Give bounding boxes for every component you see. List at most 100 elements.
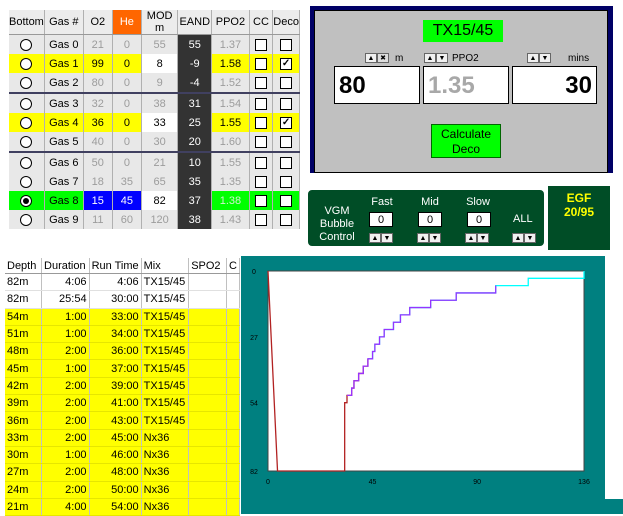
time-up-button[interactable]: ▲: [527, 53, 539, 63]
gas-o2[interactable]: 36: [83, 113, 112, 132]
cc-checkbox-cell[interactable]: [249, 93, 273, 113]
cc-checkbox-cell[interactable]: [249, 54, 273, 73]
gas-row[interactable]: Gas 4 36 0 33 25 1.55 ✓: [9, 113, 300, 132]
deco-checkbox-cell[interactable]: [273, 172, 300, 191]
gas-he[interactable]: 0: [112, 132, 141, 152]
bottom-gas-radio[interactable]: [20, 195, 32, 207]
depth-up-button[interactable]: ▲: [365, 53, 377, 63]
cc-checkbox[interactable]: [255, 58, 267, 70]
bottom-gas-radio-cell[interactable]: [9, 35, 44, 55]
bottom-gas-radio[interactable]: [20, 214, 32, 226]
gas-he[interactable]: 45: [112, 191, 141, 210]
gas-he[interactable]: 0: [112, 73, 141, 93]
vgm-slow-down-button[interactable]: ▼: [477, 233, 489, 243]
gas-he[interactable]: 35: [112, 172, 141, 191]
gas-he[interactable]: 0: [112, 93, 141, 113]
cc-checkbox[interactable]: [255, 77, 267, 89]
vgm-slow-spinner[interactable]: ▲ ▼: [465, 231, 489, 243]
deco-checkbox-cell[interactable]: [273, 152, 300, 172]
vgm-all-spinner[interactable]: ▲ ▼: [512, 231, 536, 243]
gas-he[interactable]: 60: [112, 210, 141, 229]
deco-checkbox-cell[interactable]: [273, 191, 300, 210]
cc-checkbox-cell[interactable]: [249, 152, 273, 172]
cc-checkbox[interactable]: [255, 98, 267, 110]
vgm-mid-spinner[interactable]: ▲ ▼: [417, 231, 441, 243]
deco-checkbox-cell[interactable]: [273, 93, 300, 113]
calculate-deco-button[interactable]: Calculate Deco: [431, 124, 501, 158]
deco-checkbox[interactable]: ✓: [280, 117, 292, 129]
cc-checkbox-cell[interactable]: [249, 210, 273, 229]
bottom-gas-radio-cell[interactable]: [9, 54, 44, 73]
vgm-slow-input[interactable]: 0: [467, 212, 491, 227]
ppo2-down-button[interactable]: ▼: [436, 53, 448, 63]
cc-checkbox[interactable]: [255, 39, 267, 51]
cc-checkbox-cell[interactable]: [249, 191, 273, 210]
deco-checkbox[interactable]: [280, 214, 292, 226]
bottom-gas-radio-cell[interactable]: [9, 93, 44, 113]
time-down-button[interactable]: ▼: [539, 53, 551, 63]
deco-checkbox[interactable]: [280, 39, 292, 51]
depth-spinner[interactable]: ▲ ✖: [365, 51, 389, 63]
cc-checkbox-cell[interactable]: [249, 132, 273, 152]
gas-row[interactable]: Gas 3 32 0 38 31 1.54: [9, 93, 300, 113]
bottom-gas-radio-cell[interactable]: [9, 172, 44, 191]
gas-mod[interactable]: 21: [141, 152, 177, 172]
cc-checkbox-cell[interactable]: [249, 172, 273, 191]
gas-o2[interactable]: 21: [83, 35, 112, 55]
cc-checkbox[interactable]: [255, 117, 267, 129]
gas-he[interactable]: 0: [112, 113, 141, 132]
cc-checkbox-cell[interactable]: [249, 35, 273, 55]
deco-checkbox-cell[interactable]: ✓: [273, 54, 300, 73]
gas-o2[interactable]: 18: [83, 172, 112, 191]
gas-mod[interactable]: 82: [141, 191, 177, 210]
deco-checkbox[interactable]: [280, 136, 292, 148]
deco-checkbox[interactable]: [280, 98, 292, 110]
vgm-fast-up-button[interactable]: ▲: [369, 233, 381, 243]
bottom-gas-radio-cell[interactable]: [9, 191, 44, 210]
gas-mod[interactable]: 8: [141, 54, 177, 73]
gas-row[interactable]: Gas 6 50 0 21 10 1.55: [9, 152, 300, 172]
vgm-all-down-button[interactable]: ▼: [524, 233, 536, 243]
cc-checkbox-cell[interactable]: [249, 73, 273, 93]
deco-checkbox-cell[interactable]: [273, 73, 300, 93]
cc-checkbox[interactable]: [255, 214, 267, 226]
vgm-fast-spinner[interactable]: ▲ ▼: [369, 231, 393, 243]
gas-mod[interactable]: 120: [141, 210, 177, 229]
bottom-gas-radio[interactable]: [20, 77, 32, 89]
vgm-mid-up-button[interactable]: ▲: [417, 233, 429, 243]
gas-o2[interactable]: 40: [83, 132, 112, 152]
gas-row[interactable]: Gas 5 40 0 30 20 1.60: [9, 132, 300, 152]
bottom-gas-radio-cell[interactable]: [9, 210, 44, 229]
depth-input[interactable]: 80: [334, 66, 420, 104]
gas-mod[interactable]: 9: [141, 73, 177, 93]
deco-checkbox-cell[interactable]: ✓: [273, 113, 300, 132]
gas-row[interactable]: Gas 9 11 60 120 38 1.43: [9, 210, 300, 229]
deco-checkbox[interactable]: [280, 77, 292, 89]
bottom-gas-radio-cell[interactable]: [9, 73, 44, 93]
gas-row[interactable]: Gas 1 99 0 8 -9 1.58 ✓: [9, 54, 300, 73]
gas-mod[interactable]: 55: [141, 35, 177, 55]
ppo2-input[interactable]: 1.35: [423, 66, 509, 104]
vgm-slow-up-button[interactable]: ▲: [465, 233, 477, 243]
gas-row[interactable]: Gas 7 18 35 65 35 1.35: [9, 172, 300, 191]
gas-o2[interactable]: 32: [83, 93, 112, 113]
deco-checkbox-cell[interactable]: [273, 132, 300, 152]
time-input[interactable]: 30: [512, 66, 597, 104]
depth-toggle-button[interactable]: ✖: [377, 53, 389, 63]
deco-checkbox[interactable]: [280, 195, 292, 207]
vgm-mid-down-button[interactable]: ▼: [429, 233, 441, 243]
bottom-gas-radio[interactable]: [20, 98, 32, 110]
gas-mod[interactable]: 33: [141, 113, 177, 132]
deco-checkbox-cell[interactable]: [273, 210, 300, 229]
gas-row[interactable]: Gas 0 21 0 55 55 1.37: [9, 35, 300, 55]
gas-he[interactable]: 0: [112, 35, 141, 55]
ppo2-spinner[interactable]: ▲ ▼: [424, 51, 448, 63]
vgm-all-up-button[interactable]: ▲: [512, 233, 524, 243]
bottom-gas-radio-cell[interactable]: [9, 113, 44, 132]
gas-o2[interactable]: 80: [83, 73, 112, 93]
bottom-gas-radio[interactable]: [20, 117, 32, 129]
vgm-mid-input[interactable]: 0: [418, 212, 442, 227]
bottom-gas-radio-cell[interactable]: [9, 132, 44, 152]
gas-he[interactable]: 0: [112, 152, 141, 172]
bottom-gas-radio[interactable]: [20, 176, 32, 188]
